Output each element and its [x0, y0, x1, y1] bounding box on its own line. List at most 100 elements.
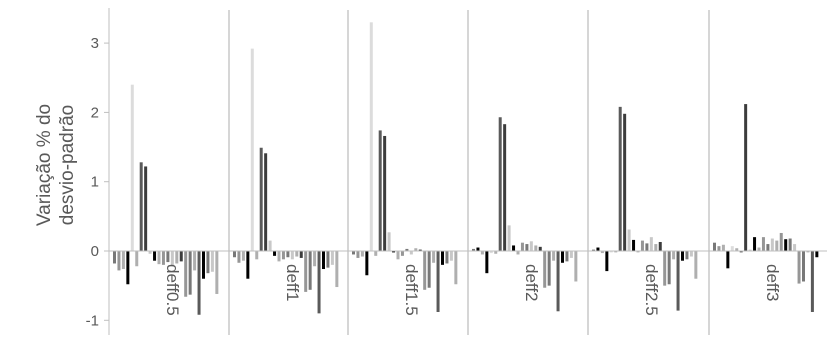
bar	[313, 251, 317, 267]
bar	[538, 246, 542, 251]
bar	[432, 251, 436, 263]
panel-separators	[228, 10, 710, 335]
bar	[681, 251, 684, 261]
bar	[405, 248, 409, 251]
bar	[658, 241, 662, 251]
bar	[215, 251, 219, 294]
bar	[623, 113, 627, 251]
bar	[614, 251, 618, 253]
bar	[779, 232, 783, 251]
bar	[117, 251, 121, 271]
bar	[427, 251, 431, 288]
bar	[308, 251, 312, 290]
bar	[281, 251, 285, 260]
bar	[793, 244, 797, 251]
bar	[414, 248, 418, 251]
bar	[144, 166, 148, 251]
bar	[485, 251, 489, 274]
bar	[264, 153, 268, 251]
bar	[726, 251, 730, 269]
bar	[556, 251, 560, 312]
bar	[672, 251, 676, 260]
bar	[360, 251, 364, 257]
bar	[286, 251, 290, 258]
bar	[489, 251, 493, 254]
bar	[815, 251, 819, 258]
bar	[757, 247, 761, 251]
y-tick-labels: -1 0 1 2 3	[86, 35, 109, 329]
bar	[516, 251, 520, 255]
y-axis-label-line-1: Variação % do	[34, 104, 55, 226]
bar	[494, 251, 498, 254]
bar	[268, 240, 272, 251]
bar	[206, 251, 210, 274]
bar	[534, 245, 538, 251]
bar	[418, 249, 422, 251]
bar	[335, 251, 339, 288]
bar	[317, 251, 321, 314]
bar	[748, 249, 752, 251]
bar	[352, 251, 355, 255]
bar	[400, 251, 404, 256]
y-axis-label: Variação % do desvio-padrão	[34, 104, 78, 226]
bar	[694, 251, 698, 279]
bar	[476, 247, 480, 251]
bar	[365, 251, 369, 276]
bar	[436, 251, 440, 312]
bar	[753, 237, 757, 251]
bar	[441, 251, 444, 265]
bar	[193, 251, 197, 271]
bar	[802, 251, 805, 282]
bar	[600, 251, 604, 254]
bars-layer	[113, 22, 819, 315]
bar	[645, 243, 649, 251]
bar	[184, 251, 188, 297]
bar	[529, 241, 533, 251]
bar	[685, 251, 689, 260]
bar	[766, 244, 770, 251]
bar	[409, 251, 413, 255]
bar	[157, 251, 161, 265]
bar	[449, 251, 453, 261]
bar	[761, 237, 765, 251]
bar	[503, 124, 507, 251]
bar	[569, 251, 573, 258]
bar	[383, 135, 387, 251]
bar	[295, 251, 299, 257]
bar	[454, 251, 458, 285]
bar	[480, 251, 484, 255]
bar	[304, 251, 308, 292]
bar	[713, 242, 716, 251]
bar	[520, 242, 524, 251]
bar	[179, 251, 183, 262]
bar	[788, 238, 792, 251]
bar	[806, 251, 810, 253]
bar	[197, 251, 201, 315]
bar	[784, 239, 788, 251]
y-tick-label: -1	[86, 312, 99, 329]
bar	[233, 251, 236, 258]
y-axis-label-line-2: desvio-padrão	[57, 105, 78, 225]
bar	[810, 251, 814, 312]
bar	[632, 239, 636, 251]
bar	[543, 251, 547, 288]
bar	[507, 225, 511, 251]
bar	[561, 251, 564, 263]
bar	[547, 251, 551, 286]
panel-label: deff2.5	[642, 264, 661, 316]
panel-label: deff0.5	[163, 264, 182, 316]
bar	[356, 251, 360, 258]
bar	[649, 237, 653, 251]
bar	[596, 247, 600, 251]
panel-label: deff1.5	[402, 264, 421, 316]
axes-layer	[108, 8, 827, 335]
bar	[237, 251, 241, 263]
bar	[472, 248, 475, 251]
bar	[592, 249, 595, 251]
bar	[250, 48, 254, 251]
bar	[552, 251, 556, 261]
bar	[330, 251, 334, 265]
bar	[241, 251, 245, 261]
bar	[565, 251, 569, 262]
bar	[255, 251, 259, 260]
